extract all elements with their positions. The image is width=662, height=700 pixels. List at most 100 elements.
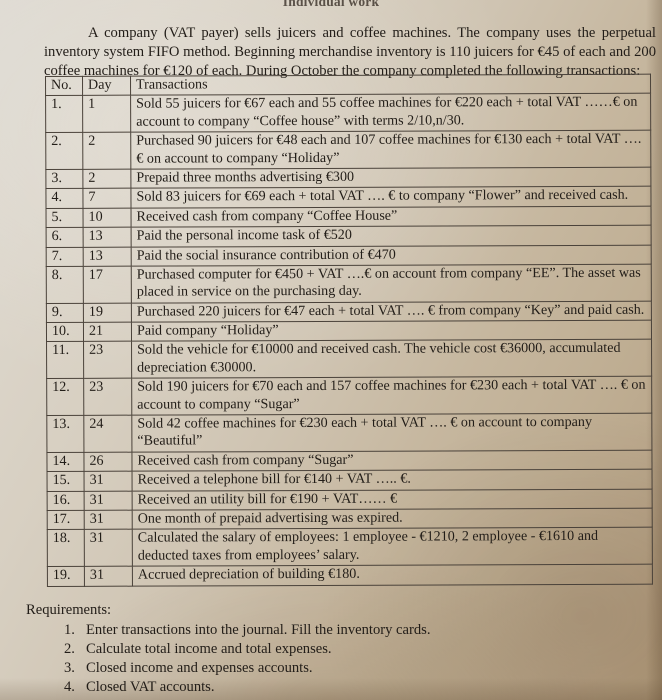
requirement-item: 2. Calculate total income and total expen… [64, 640, 586, 659]
column-header-day: Day [82, 76, 131, 96]
requirement-text: Calculate total income and total expense… [86, 640, 332, 657]
requirement-number: 4. [64, 678, 75, 695]
cell-no: 2. [45, 132, 83, 170]
cell-day: 24 [83, 415, 132, 453]
cell-no: 18. [47, 529, 85, 567]
table-row: 15. 31 Received a telephone bill for €140 … [47, 469, 653, 492]
requirement-text: Closed income and expenses accounts. [86, 659, 313, 676]
cell-day: 2 [82, 132, 131, 170]
cell-day: 19 [83, 302, 132, 323]
cell-transaction: Calculated the salary of employees: 1 em… [132, 527, 653, 567]
cell-transaction: Sold 42 coffee machines for €230 each + … [131, 413, 652, 452]
table-row: 13. 24 Sold 42 coffee machines for €230 ea… [46, 413, 652, 453]
cell-transaction: Paid company “Holiday” [131, 320, 652, 342]
requirement-item: 3. Closed income and expenses accounts. [64, 659, 586, 678]
cell-day: 31 [84, 471, 133, 491]
table-row: 11. 23 Sold the vehicle for €10000 and rec… [46, 339, 652, 379]
cell-day: 26 [83, 451, 133, 472]
requirements-section: Requirements: 1. Enter transactions into … [26, 601, 586, 697]
cell-no: 13. [46, 415, 84, 453]
requirements-list: 1. Enter transactions into the journal. F… [26, 621, 586, 697]
cell-transaction: Received an utility bill for €190 + VAT…… [132, 488, 653, 511]
cell-day: 13 [83, 227, 132, 247]
cell-day: 13 [83, 246, 132, 267]
table-row: 12. 23 Sold 190 juicers for €70 each and 1… [46, 376, 652, 416]
table-row: 16. 31 Received an utility bill for €190 +… [47, 488, 653, 511]
cell-transaction: Purchased 90 juicers for €48 each and 10… [130, 130, 651, 170]
cell-no: 15. [47, 471, 85, 492]
document-header: Individual work [282, 0, 380, 9]
cell-transaction: One month of prepaid advertising was exp… [132, 508, 653, 530]
cell-transaction: Purchased computer for €450 + VAT ….€ on… [131, 264, 652, 303]
table-row: 6. 13 Paid the personal income task of €52… [46, 225, 652, 248]
table-header-row: No. Day Transactions [45, 74, 651, 96]
requirement-item: 1. Enter transactions into the journal. F… [64, 621, 586, 640]
table-row: 5. 10 Received cash from company “Coffee H… [46, 205, 652, 228]
requirement-number: 1. [64, 621, 75, 638]
cell-no: 7. [46, 246, 84, 267]
transactions-table: No. Day Transactions 1. 1 Sold 55 juicers … [45, 74, 653, 587]
transactions-table-wrapper: No. Day Transactions 1. 1 Sold 55 juicers … [45, 74, 653, 587]
intro-paragraph: A company (VAT payer) sells juicers and … [44, 24, 656, 80]
cell-no: 1. [45, 95, 83, 133]
cell-transaction: Sold 83 juicers for €69 each + total VAT… [130, 186, 652, 208]
cell-no: 3. [45, 169, 83, 189]
cell-transaction: Accrued depreciation of building €180. [132, 564, 653, 586]
cell-no: 14. [46, 452, 85, 472]
cell-day: 2 [82, 169, 131, 189]
cell-transaction: Sold 190 juicers for €70 each and 157 co… [131, 376, 652, 416]
cell-no: 6. [46, 227, 84, 248]
requirement-item: 4. Closed VAT accounts. [64, 678, 586, 697]
table-row: 8. 17 Purchased computer for €450 + VAT ….… [46, 264, 652, 304]
requirements-title: Requirements: [26, 602, 112, 618]
table-row: 2. 2 Purchased 90 juicers for €48 each and… [45, 130, 651, 170]
cell-no: 17. [47, 510, 85, 530]
cell-day: 21 [83, 322, 132, 342]
table-row: 3. 2 Prepaid three months advertising €300 [45, 167, 651, 189]
requirement-number: 3. [64, 659, 75, 676]
table-row: 10. 21 Paid company “Holiday” [46, 320, 652, 342]
cell-day: 31 [84, 529, 133, 567]
table-row: 18. 31 Calculated the salary of employees:… [47, 527, 653, 567]
cell-transaction: Received a telephone bill for €140 + VAT… [132, 469, 653, 491]
cell-no: 8. [46, 266, 84, 304]
cell-day: 23 [83, 341, 132, 379]
cell-transaction: Paid the social insurance contribution o… [131, 244, 652, 267]
table-row: 9. 19 Purchased 220 juicers for €47 each +… [46, 300, 652, 323]
cell-transaction: Received cash from company “Coffee House… [131, 205, 652, 228]
column-header-transactions: Transactions [130, 74, 651, 96]
cell-no: 11. [46, 341, 84, 379]
column-header-no: No. [45, 76, 83, 96]
cell-transaction: Received cash from company “Sugar” [131, 449, 653, 472]
cell-no: 12. [46, 378, 84, 416]
cell-transaction: Paid the personal income task of €520 [131, 225, 652, 247]
cell-day: 17 [83, 266, 132, 304]
table-row: 14. 26 Received cash from company “Sugar” [46, 449, 653, 472]
cell-no: 5. [46, 208, 84, 228]
table-row: 4. 7 Sold 83 juicers for €69 each + total … [45, 186, 652, 209]
cell-transaction: Sold the vehicle for €10000 and received… [131, 339, 652, 379]
cell-transaction: Sold 55 juicers for €67 each and 55 coff… [130, 93, 651, 133]
cell-day: 1 [82, 95, 131, 133]
cell-day: 10 [83, 207, 132, 228]
cell-day: 31 [84, 510, 133, 530]
cell-no: 16. [47, 490, 85, 511]
table-row: 7. 13 Paid the social insurance contributi… [46, 244, 652, 267]
cell-no: 9. [46, 303, 84, 323]
cell-transaction: Purchased 220 juicers for €47 each + tot… [131, 300, 652, 323]
cell-no: 4. [45, 188, 84, 209]
cell-no: 10. [46, 322, 84, 342]
table-row: 1. 1 Sold 55 juicers for €67 each and 55 c… [45, 93, 651, 133]
cell-day: 31 [84, 566, 133, 586]
cell-day: 23 [83, 378, 132, 416]
requirement-text: Closed VAT accounts. [86, 678, 215, 695]
cell-day: 7 [82, 188, 132, 209]
cell-day: 31 [84, 490, 133, 511]
requirement-text: Enter transactions into the journal. Fil… [86, 621, 431, 638]
requirement-number: 2. [64, 640, 75, 657]
table-row: 19. 31 Accrued depreciation of building €1… [47, 564, 653, 587]
cell-no: 19. [47, 566, 85, 587]
cell-transaction: Prepaid three months advertising €300 [130, 167, 651, 189]
table-row: 17. 31 One month of prepaid advertising wa… [47, 508, 653, 530]
